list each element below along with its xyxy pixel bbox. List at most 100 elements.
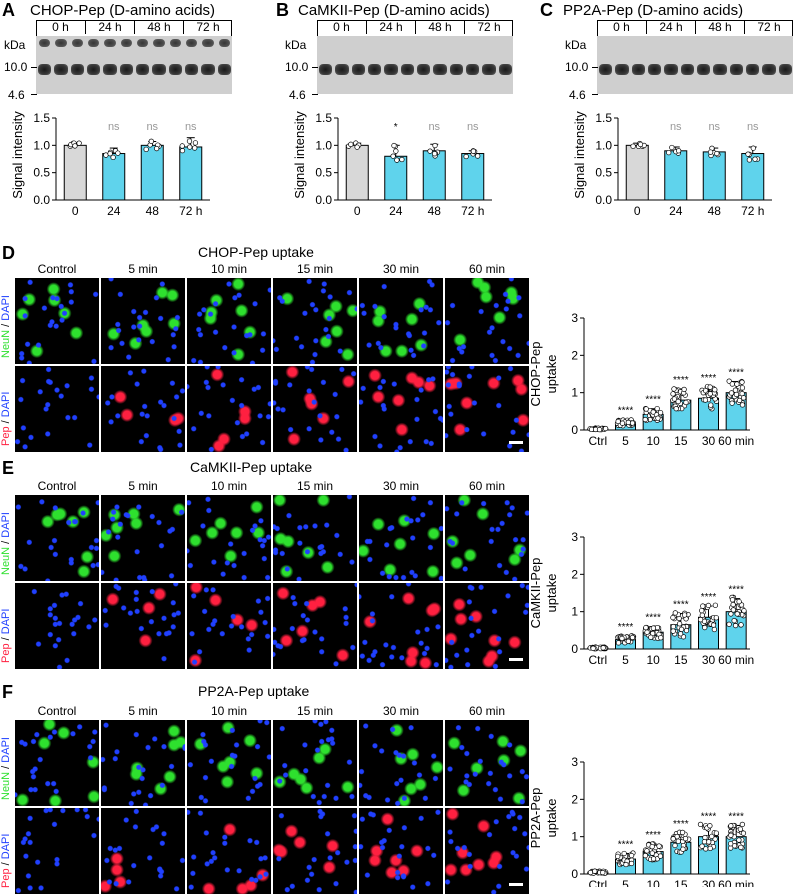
data-point bbox=[629, 634, 636, 641]
significance-label: **** bbox=[618, 622, 634, 633]
blot-band bbox=[169, 39, 181, 47]
data-point bbox=[644, 848, 650, 854]
data-point bbox=[650, 856, 657, 862]
data-point bbox=[475, 153, 481, 159]
x-tick-label: 60 min bbox=[718, 878, 754, 887]
x-tick-label: 0 bbox=[634, 204, 641, 218]
y-axis-label-line2: uptake bbox=[544, 798, 559, 837]
data-point bbox=[708, 402, 714, 408]
significance-label: **** bbox=[618, 406, 634, 417]
data-point bbox=[745, 151, 751, 157]
column-label: 30 min bbox=[382, 479, 420, 493]
data-point bbox=[148, 138, 154, 144]
data-point bbox=[671, 386, 677, 392]
significance-label: **** bbox=[701, 373, 717, 384]
y-tick-label: 0 bbox=[571, 423, 578, 437]
blot-band bbox=[351, 64, 365, 75]
data-point bbox=[680, 846, 686, 852]
panel-label: A bbox=[2, 0, 15, 20]
blot-band bbox=[70, 64, 84, 75]
y-tick-label: 1.0 bbox=[595, 138, 612, 152]
data-point bbox=[615, 640, 622, 646]
neun-dapi-image bbox=[15, 278, 99, 364]
y-axis-label: Signal intensity bbox=[292, 111, 307, 199]
data-point bbox=[115, 150, 121, 156]
neun-dapi-image bbox=[187, 278, 271, 364]
column-label: Control bbox=[37, 704, 77, 718]
data-point bbox=[463, 153, 469, 160]
data-point bbox=[712, 602, 719, 608]
data-point bbox=[709, 833, 715, 840]
column-label: 5 min bbox=[128, 262, 158, 276]
y-tick-label: 0 bbox=[571, 642, 578, 656]
data-point bbox=[399, 156, 405, 163]
data-point bbox=[734, 381, 740, 387]
data-point bbox=[741, 608, 747, 614]
data-point bbox=[670, 836, 676, 842]
significance-label: **** bbox=[673, 375, 689, 386]
blot-band bbox=[466, 64, 480, 75]
y-tick-label: 0.0 bbox=[595, 193, 612, 207]
marker-tick bbox=[592, 67, 598, 68]
data-point bbox=[683, 399, 689, 406]
marker-label: 10.0 bbox=[4, 60, 28, 74]
time-point-label: 72 h bbox=[183, 20, 232, 34]
x-tick-label: 60 min bbox=[718, 653, 754, 667]
significance-label: **** bbox=[673, 600, 689, 611]
significance-label: **** bbox=[645, 830, 661, 841]
section-title-f: PP2A-Pep uptake bbox=[198, 683, 310, 699]
blot-band bbox=[152, 64, 166, 75]
x-tick-label: 48 bbox=[146, 204, 160, 218]
data-point bbox=[670, 628, 676, 634]
blot-band bbox=[202, 39, 214, 47]
data-point bbox=[707, 823, 713, 829]
bar bbox=[345, 144, 369, 201]
data-point bbox=[643, 624, 649, 631]
pep-dapi-image bbox=[101, 583, 185, 669]
data-point bbox=[650, 409, 656, 415]
time-point-label: 48 h bbox=[415, 20, 464, 34]
data-point bbox=[657, 853, 664, 859]
blot-band bbox=[168, 64, 182, 75]
data-point bbox=[699, 607, 705, 614]
data-point bbox=[712, 836, 718, 842]
y-tick-label: 0.5 bbox=[595, 166, 612, 180]
data-point bbox=[728, 390, 735, 396]
blot-band bbox=[713, 64, 727, 75]
y-tick-label: 0.0 bbox=[315, 193, 332, 207]
neun-dapi-image bbox=[273, 495, 357, 581]
blot-image bbox=[597, 36, 793, 94]
bar bbox=[140, 144, 164, 201]
x-tick-label: 0 bbox=[354, 204, 361, 218]
significance-label: **** bbox=[618, 839, 634, 850]
data-point bbox=[187, 144, 193, 150]
significance-label: ns bbox=[467, 121, 479, 133]
pep-dapi-image bbox=[359, 366, 443, 452]
blot-band bbox=[71, 39, 83, 47]
data-point bbox=[192, 145, 198, 151]
blot-band bbox=[762, 64, 776, 75]
data-point bbox=[729, 597, 736, 603]
neun-dapi-image bbox=[187, 720, 271, 806]
column-label: 15 min bbox=[296, 262, 334, 276]
significance-label: **** bbox=[728, 367, 744, 378]
data-point bbox=[697, 821, 704, 828]
data-point bbox=[733, 391, 740, 398]
x-tick-label: 24 bbox=[107, 204, 121, 218]
section-title-e: CaMKII-Pep uptake bbox=[190, 459, 313, 475]
blot-band bbox=[54, 64, 68, 75]
data-point bbox=[676, 621, 683, 627]
data-point bbox=[700, 603, 706, 609]
neun-dapi-image bbox=[359, 495, 443, 581]
kda-label: kDa bbox=[285, 38, 307, 52]
data-point bbox=[676, 148, 682, 154]
data-point bbox=[707, 384, 713, 390]
column-label: 5 min bbox=[128, 479, 158, 493]
pep-dapi-image bbox=[101, 366, 185, 452]
column-label: 10 min bbox=[210, 479, 248, 493]
neun-dapi-image bbox=[359, 720, 443, 806]
marker-label: 10.0 bbox=[565, 60, 589, 74]
data-point bbox=[669, 144, 675, 151]
data-point bbox=[739, 379, 745, 385]
x-tick-label: 5 bbox=[622, 653, 629, 667]
